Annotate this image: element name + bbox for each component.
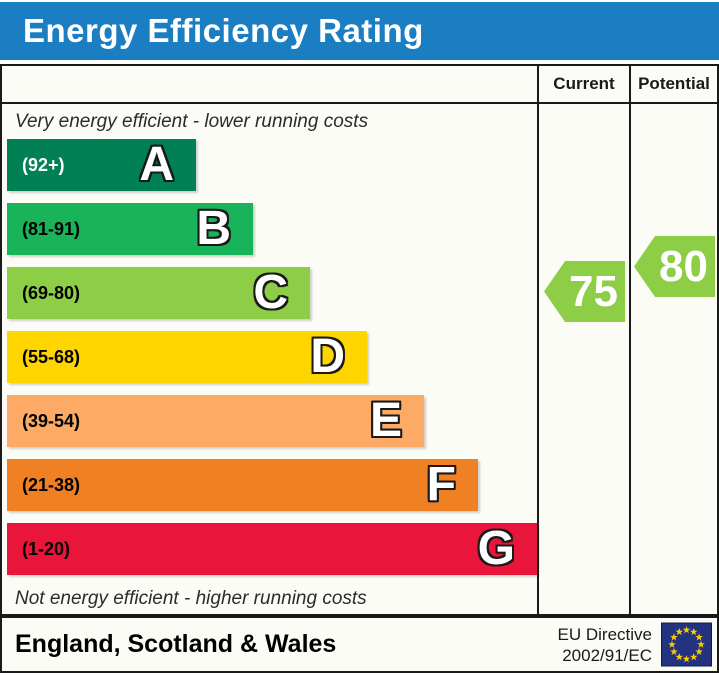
band-letter: E	[369, 394, 402, 447]
header-spacer	[2, 66, 537, 104]
band-range: (92+)	[22, 154, 65, 175]
band-range: (69-80)	[22, 282, 81, 303]
band-row-F: (21-38) F	[7, 459, 478, 511]
band-row-G: (1-20) G	[7, 523, 537, 575]
current-column: 75	[537, 104, 629, 614]
band-letter: F	[426, 458, 456, 511]
eu-flag-icon	[661, 622, 712, 667]
chart-area: Very energy efficient - lower running co…	[2, 104, 537, 614]
band-range: (55-68)	[22, 346, 81, 367]
band-range: (21-38)	[22, 474, 81, 495]
potential-value: 80	[659, 241, 708, 291]
eu-directive-line1: EU Directive	[557, 624, 652, 644]
potential-arrow: 80	[634, 236, 715, 297]
top-annotation: Very energy efficient - lower running co…	[15, 111, 369, 132]
band-letter: A	[139, 138, 174, 191]
current-arrow: 75	[544, 261, 625, 322]
band-letter: C	[253, 266, 288, 319]
current-value: 75	[569, 266, 618, 316]
band-letter: G	[477, 522, 515, 575]
band-row-C: (69-80) C	[7, 267, 310, 319]
band-row-A: (92+) A	[7, 139, 196, 191]
region-label: England, Scotland & Wales	[15, 630, 337, 658]
eu-directive-line2: 2002/91/EC	[562, 645, 652, 665]
band-letter: B	[196, 202, 231, 255]
band-row-E: (39-54) E	[7, 395, 424, 447]
bottom-annotation: Not energy efficient - higher running co…	[15, 588, 367, 609]
column-header-potential: Potential	[629, 66, 717, 104]
band-row-D: (55-68) D	[7, 331, 367, 383]
column-header-current: Current	[537, 66, 629, 104]
title-bar: Energy Efficiency Rating	[0, 2, 719, 60]
band-letter: D	[310, 330, 345, 383]
bands: (92+) A (81-91) B (69-80) C (55-68) D (3…	[2, 139, 537, 575]
footer-bar: England, Scotland & Wales EU Directive 2…	[0, 616, 719, 673]
band-row-B: (81-91) B	[7, 203, 253, 255]
page-title: Energy Efficiency Rating	[23, 12, 424, 49]
potential-column: 80	[629, 104, 717, 614]
band-range: (81-91)	[22, 218, 81, 239]
band-range: (39-54)	[22, 410, 81, 431]
band-range: (1-20)	[22, 538, 71, 559]
rating-table: Current Potential Very energy efficient …	[0, 64, 719, 616]
eu-directive-label: EU Directive 2002/91/EC	[558, 624, 652, 666]
